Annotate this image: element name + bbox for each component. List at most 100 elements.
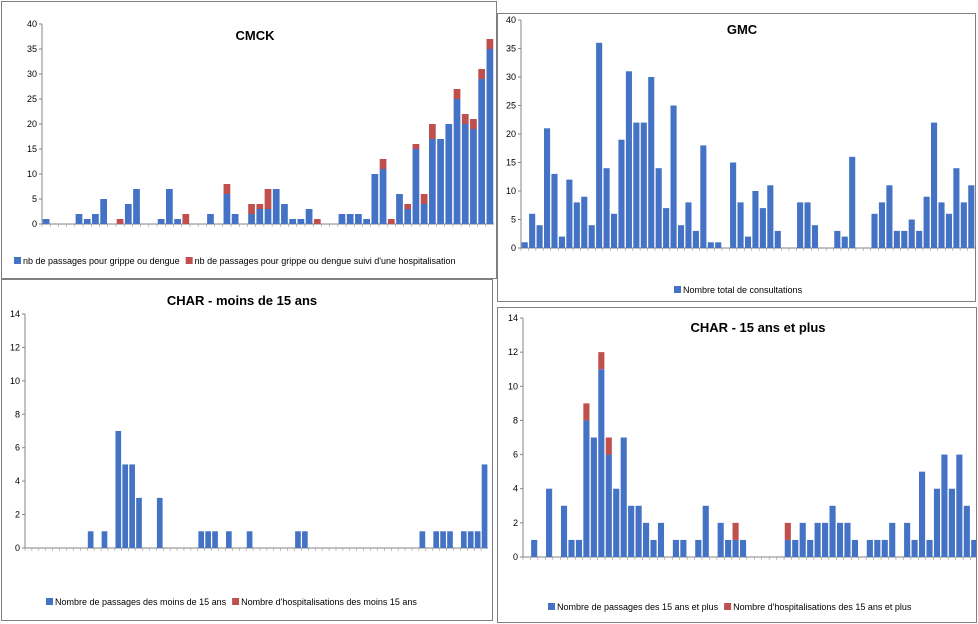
bar-primary xyxy=(911,539,918,557)
chart-panel-cmck: CMCK 0 5 10 15 20 25 30 35 40 nb de passages pour … xyxy=(1,1,497,279)
chart-panel-gmc: GMC 0 5 10 15 20 25 30 35 40 Nombre total de consu… xyxy=(497,13,976,302)
bar-primary xyxy=(941,454,948,557)
bar-primary xyxy=(419,531,426,548)
bar-primary xyxy=(886,185,893,248)
bar-primary xyxy=(558,236,565,248)
bar-primary xyxy=(174,219,181,224)
bar-primary xyxy=(379,169,387,224)
bar-primary xyxy=(700,145,707,248)
bar-primary xyxy=(223,194,231,224)
y-tick-label: 25 xyxy=(506,101,516,111)
bar-primary xyxy=(613,488,620,557)
bar-primary xyxy=(844,522,851,557)
bar-primary xyxy=(115,431,122,548)
bar-primary xyxy=(692,230,699,248)
chart-title: CHAR - moins de 15 ans xyxy=(167,293,317,308)
y-tick-label: 5 xyxy=(32,194,37,204)
chart-title: GMC xyxy=(727,22,758,37)
bar-primary xyxy=(470,129,477,224)
y-tick-label: 30 xyxy=(27,69,37,79)
y-tick-label: 20 xyxy=(506,129,516,139)
bar-primary xyxy=(92,214,99,224)
legend-label: Nombre total de consultations xyxy=(683,285,803,295)
bar-primary xyxy=(396,194,403,224)
bar-primary xyxy=(650,539,657,557)
bar-primary xyxy=(904,522,911,557)
y-tick-label: 12 xyxy=(508,347,518,357)
bar-primary xyxy=(264,209,272,224)
bar-primary xyxy=(157,219,165,224)
bar-primary xyxy=(420,204,428,224)
bar-primary xyxy=(663,208,670,248)
bar-primary xyxy=(205,531,211,548)
bar-primary xyxy=(544,128,551,248)
bar-primary xyxy=(581,196,588,248)
chart-panel-char-moins15: CHAR - moins de 15 ans 0 2 4 6 8 10 12 14 Nombre … xyxy=(1,279,493,621)
bar-primary xyxy=(685,202,692,248)
bar-primary xyxy=(371,174,379,224)
y-tick-label: 4 xyxy=(15,476,20,486)
bar-primary xyxy=(447,531,453,548)
y-tick-label: 12 xyxy=(10,342,20,352)
bar-primary xyxy=(166,189,173,224)
y-tick-label: 40 xyxy=(27,19,37,29)
bar-primary xyxy=(272,189,280,224)
bar-primary xyxy=(767,185,774,248)
bar-primary xyxy=(42,219,50,224)
legend-swatch xyxy=(185,257,193,264)
legend-swatch xyxy=(548,603,555,610)
y-tick-label: 15 xyxy=(27,144,37,154)
bar-primary xyxy=(536,225,543,248)
chart-panel-char-15plus: CHAR - 15 ans et plus 0 2 4 6 8 10 12 14 Nombre d… xyxy=(497,307,977,623)
bar-primary xyxy=(573,202,580,248)
bar-primary xyxy=(605,454,612,557)
bar-primary xyxy=(566,179,573,248)
bar-primary xyxy=(730,162,737,248)
legend-label: nb de passages pour grippe ou dengue sui… xyxy=(195,256,456,266)
bar-primary xyxy=(598,369,605,557)
bar-primary xyxy=(851,539,858,557)
bar-primary xyxy=(207,214,214,224)
bar-secondary xyxy=(470,119,477,129)
y-tick-label: 40 xyxy=(506,15,516,25)
bar-primary xyxy=(620,437,627,557)
bar-primary xyxy=(521,242,528,248)
bar-primary xyxy=(849,156,856,248)
bar-primary xyxy=(75,214,83,224)
bar-secondary xyxy=(313,219,321,224)
bar-secondary xyxy=(412,144,420,149)
bar-secondary xyxy=(732,522,739,540)
bar-primary xyxy=(87,531,94,548)
bar-primary xyxy=(971,539,976,557)
y-tick-label: 4 xyxy=(513,484,518,494)
bar-secondary xyxy=(420,194,428,204)
bar-primary xyxy=(881,539,888,557)
y-tick-label: 25 xyxy=(27,94,37,104)
bar-primary xyxy=(136,497,142,548)
bar-primary xyxy=(878,202,886,248)
bar-primary xyxy=(603,168,610,248)
bar-secondary xyxy=(461,114,469,124)
bar-secondary xyxy=(428,124,436,139)
bar-primary xyxy=(445,124,453,224)
legend-swatch xyxy=(46,598,53,605)
bar-secondary xyxy=(478,69,486,79)
y-tick-label: 14 xyxy=(508,313,518,323)
bar-primary xyxy=(461,124,469,224)
bar-primary xyxy=(871,213,878,248)
bar-primary xyxy=(83,219,91,224)
bar-primary xyxy=(677,225,685,248)
bar-primary xyxy=(440,531,446,548)
y-tick-label: 8 xyxy=(513,415,518,425)
bar-primary xyxy=(931,122,938,248)
bar-primary xyxy=(231,214,239,224)
bar-secondary xyxy=(453,89,461,99)
bar-primary xyxy=(670,105,677,248)
bar-primary xyxy=(797,202,804,248)
bar-secondary xyxy=(486,39,494,49)
bar-primary xyxy=(836,522,844,557)
y-tick-label: 20 xyxy=(27,119,37,129)
bar-secondary xyxy=(223,184,231,194)
bar-primary xyxy=(256,209,264,224)
bar-primary xyxy=(953,168,960,248)
